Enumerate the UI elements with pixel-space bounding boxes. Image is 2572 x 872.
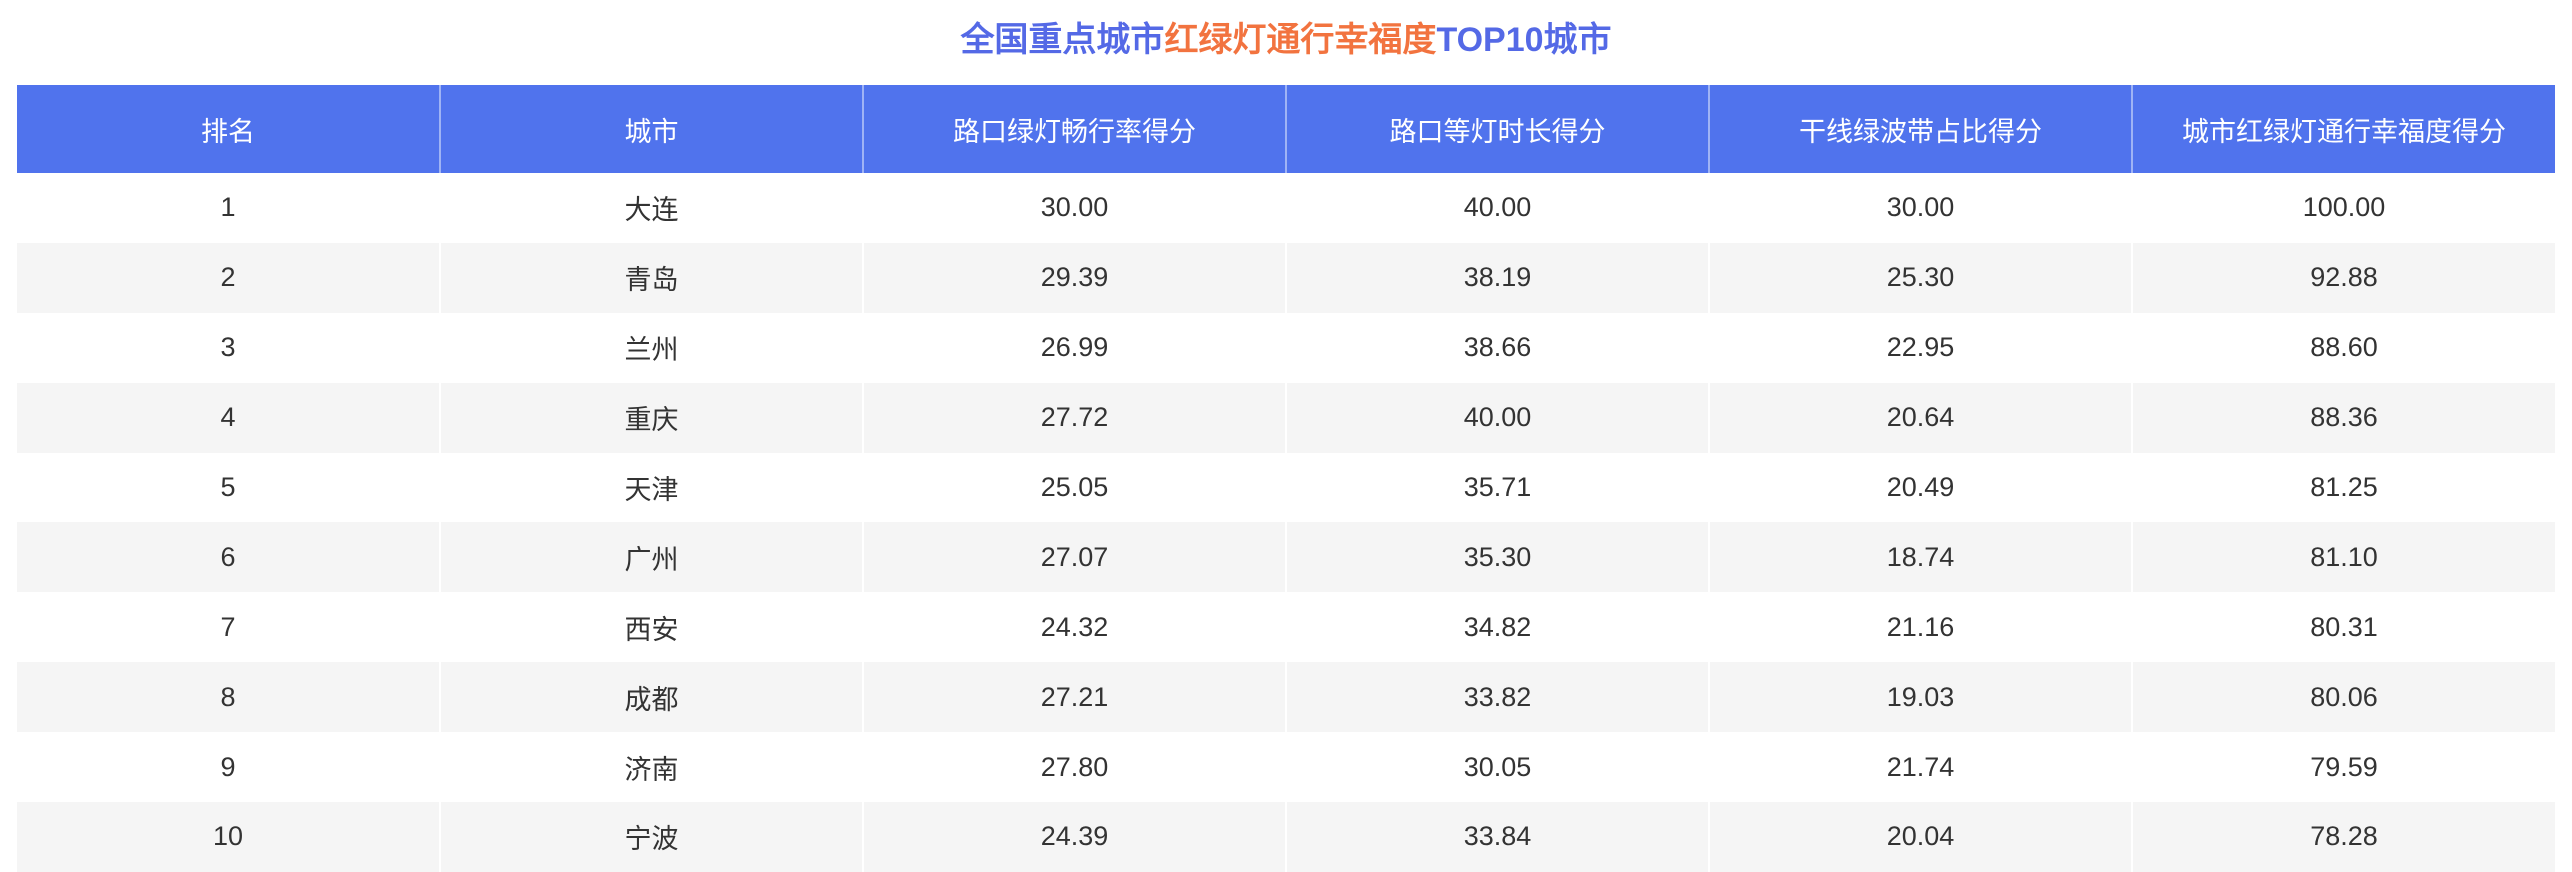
cell-city: 西安 — [440, 592, 864, 663]
cell-green-rate: 27.07 — [863, 522, 1287, 593]
cell-green-wave: 18.74 — [1709, 522, 2133, 593]
cell-wait-time: 40.00 — [1286, 173, 1710, 243]
cell-happiness: 88.36 — [2132, 382, 2555, 453]
column-header-happiness: 城市红绿灯通行幸福度得分 — [2132, 85, 2555, 173]
cell-wait-time: 30.05 — [1286, 732, 1710, 803]
cell-city: 天津 — [440, 452, 864, 523]
cell-rank: 2 — [17, 242, 441, 313]
table-row: 4 重庆 27.72 40.00 20.64 88.36 — [17, 382, 2555, 453]
table-row: 3 兰州 26.99 38.66 22.95 88.60 — [17, 312, 2555, 383]
cell-green-rate: 24.39 — [863, 802, 1287, 872]
ranking-table: 排名 城市 路口绿灯畅行率得分 路口等灯时长得分 干线绿波带占比得分 城市红绿灯通行幸福度… — [17, 85, 2555, 872]
cell-city: 大连 — [440, 173, 864, 243]
title-part-2: 红绿灯通行幸福度 — [1164, 21, 1437, 59]
table-row: 7 西安 24.32 34.82 21.16 80.31 — [17, 592, 2555, 663]
cell-wait-time: 35.30 — [1286, 522, 1710, 593]
cell-happiness: 80.06 — [2132, 662, 2555, 733]
cell-happiness: 88.60 — [2310, 332, 2378, 363]
cell-green-rate: 24.32 — [863, 592, 1287, 663]
cell-rank: 4 — [17, 382, 441, 453]
cell-city: 青岛 — [440, 242, 864, 313]
cell-city: 济南 — [440, 732, 864, 803]
table-row: 5 天津 25.05 35.71 20.49 81.25 — [17, 452, 2555, 523]
cell-city: 宁波 — [440, 802, 864, 872]
cell-green-wave: 19.03 — [1709, 662, 2133, 733]
cell-green-rate: 30.00 — [863, 173, 1287, 243]
cell-green-wave: 20.04 — [1709, 802, 2133, 872]
cell-rank: 1 — [17, 173, 441, 243]
cell-rank: 10 — [17, 802, 441, 872]
cell-rank: 3 — [17, 312, 441, 383]
table-row: 1 大连 30.00 40.00 30.00 100.00 — [17, 173, 2555, 243]
cell-green-rate: 29.39 — [863, 242, 1287, 313]
column-header-green-wave: 干线绿波带占比得分 — [1709, 85, 2133, 173]
cell-green-wave: 21.74 — [1709, 732, 2133, 803]
cell-rank: 5 — [17, 452, 441, 523]
column-header-city: 城市 — [440, 85, 864, 173]
table-row: 6 广州 27.07 35.30 18.74 81.10 — [17, 522, 2555, 593]
cell-happiness: 80.31 — [2310, 611, 2378, 642]
cell-green-wave: 21.16 — [1709, 592, 2133, 663]
cell-city: 兰州 — [440, 312, 864, 383]
cell-green-wave: 20.49 — [1709, 452, 2133, 523]
table-row: 8 成都 27.21 33.82 19.03 80.06 — [17, 662, 2555, 733]
cell-wait-time: 35.71 — [1286, 452, 1710, 523]
cell-happiness: 81.10 — [2132, 522, 2555, 593]
cell-green-rate: 27.72 — [863, 382, 1287, 453]
cell-wait-time: 38.66 — [1286, 312, 1710, 383]
cell-happiness: 100.00 — [2302, 192, 2386, 223]
cell-happiness: 92.88 — [2132, 242, 2555, 313]
page-title: 全国重点城市红绿灯通行幸福度TOP10城市 — [0, 0, 2572, 85]
cell-wait-time: 38.19 — [1286, 242, 1710, 313]
cell-rank: 7 — [17, 592, 441, 663]
table-row: 10 宁波 24.39 33.84 20.04 78.28 — [17, 802, 2555, 872]
cell-city: 重庆 — [440, 382, 864, 453]
cell-wait-time: 33.84 — [1286, 802, 1710, 872]
column-header-rank: 排名 — [17, 85, 441, 173]
column-header-wait-time: 路口等灯时长得分 — [1286, 85, 1710, 173]
table-row: 9 济南 27.80 30.05 21.74 79.59 — [17, 732, 2555, 803]
table-header-row: 排名 城市 路口绿灯畅行率得分 路口等灯时长得分 干线绿波带占比得分 城市红绿灯通行幸福度… — [17, 85, 2555, 173]
cell-rank: 9 — [17, 732, 441, 803]
cell-happiness: 78.28 — [2132, 802, 2555, 872]
cell-city: 广州 — [440, 522, 864, 593]
cell-green-rate: 25.05 — [863, 452, 1287, 523]
cell-green-wave: 22.95 — [1709, 312, 2133, 383]
cell-city: 成都 — [440, 662, 864, 733]
cell-wait-time: 40.00 — [1286, 382, 1710, 453]
cell-green-rate: 26.99 — [863, 312, 1287, 383]
cell-rank: 8 — [17, 662, 441, 733]
cell-happiness: 81.25 — [2310, 472, 2378, 502]
title-part-1: 全国重点城市 — [960, 21, 1165, 59]
cell-green-wave: 20.64 — [1709, 382, 2133, 453]
title-part-3: TOP10城市 — [1436, 21, 1612, 59]
cell-wait-time: 34.82 — [1286, 592, 1710, 663]
cell-happiness: 79.59 — [2310, 751, 2378, 782]
cell-green-wave: 30.00 — [1709, 173, 2133, 243]
column-header-green-rate: 路口绿灯畅行率得分 — [863, 85, 1287, 173]
cell-wait-time: 33.82 — [1286, 662, 1710, 733]
cell-green-wave: 25.30 — [1709, 242, 2133, 313]
cell-green-rate: 27.80 — [863, 732, 1287, 803]
table-row: 2 青岛 29.39 38.19 25.30 92.88 — [17, 242, 2555, 313]
cell-rank: 6 — [17, 522, 441, 593]
cell-green-rate: 27.21 — [863, 662, 1287, 733]
